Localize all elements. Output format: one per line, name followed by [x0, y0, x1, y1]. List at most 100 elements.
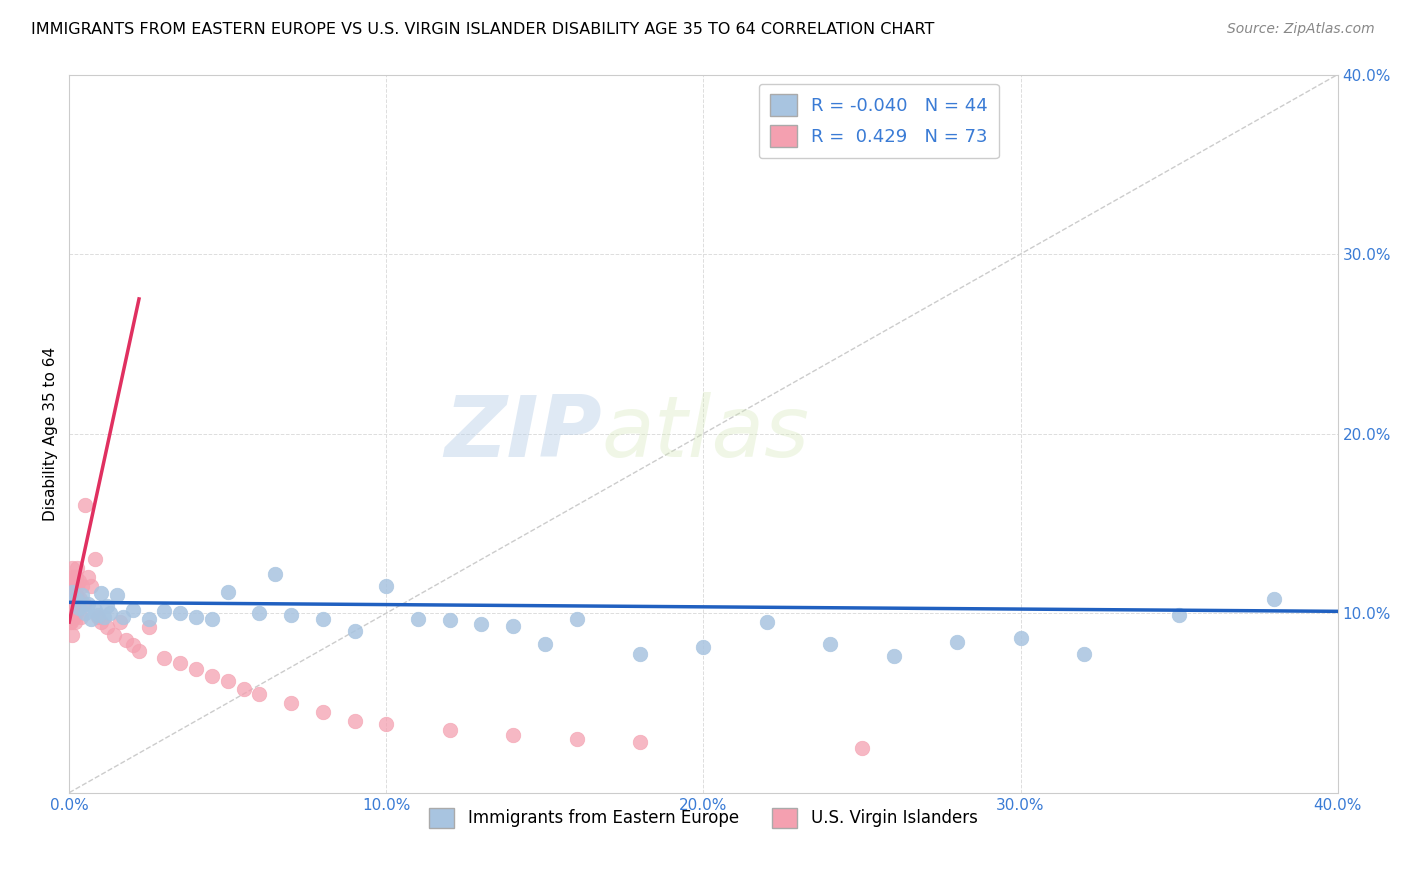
Point	[108, 615, 131, 629]
Point	[59, 588, 82, 602]
Point	[406, 611, 429, 625]
Point	[80, 611, 103, 625]
Point	[375, 717, 398, 731]
Point	[628, 735, 651, 749]
Point	[62, 609, 84, 624]
Point	[70, 579, 93, 593]
Point	[96, 599, 118, 613]
Point	[1073, 648, 1095, 662]
Point	[138, 620, 160, 634]
Point	[62, 591, 84, 606]
Point	[169, 606, 191, 620]
Point	[128, 644, 150, 658]
Y-axis label: Disability Age 35 to 64: Disability Age 35 to 64	[44, 346, 58, 521]
Point	[59, 615, 82, 629]
Point	[851, 740, 873, 755]
Point	[103, 628, 125, 642]
Point	[66, 561, 89, 575]
Point	[75, 499, 97, 513]
Legend: Immigrants from Eastern Europe, U.S. Virgin Islanders: Immigrants from Eastern Europe, U.S. Vir…	[423, 801, 984, 835]
Point	[217, 584, 239, 599]
Point	[59, 579, 82, 593]
Point	[63, 579, 86, 593]
Point	[201, 611, 224, 625]
Text: ZIP: ZIP	[444, 392, 602, 475]
Point	[65, 591, 87, 606]
Point	[63, 591, 86, 606]
Point	[63, 574, 86, 588]
Point	[67, 574, 90, 588]
Point	[59, 597, 82, 611]
Point	[59, 591, 82, 606]
Point	[65, 615, 87, 629]
Point	[1263, 591, 1285, 606]
Point	[77, 597, 100, 611]
Point	[65, 570, 87, 584]
Point	[62, 584, 84, 599]
Point	[232, 681, 254, 696]
Point	[62, 602, 84, 616]
Point	[105, 588, 128, 602]
Point	[60, 597, 83, 611]
Point	[62, 570, 84, 584]
Point	[60, 591, 83, 606]
Point	[565, 731, 588, 746]
Point	[83, 602, 105, 616]
Point	[60, 574, 83, 588]
Point	[628, 648, 651, 662]
Point	[755, 615, 778, 629]
Point	[565, 611, 588, 625]
Text: Source: ZipAtlas.com: Source: ZipAtlas.com	[1227, 22, 1375, 37]
Point	[60, 591, 83, 606]
Point	[115, 633, 138, 648]
Point	[87, 607, 110, 622]
Point	[69, 591, 91, 606]
Point	[169, 657, 191, 671]
Point	[63, 609, 86, 624]
Point	[121, 639, 143, 653]
Point	[375, 579, 398, 593]
Point	[534, 637, 557, 651]
Point	[59, 584, 82, 599]
Point	[184, 609, 207, 624]
Point	[60, 584, 83, 599]
Point	[62, 588, 84, 602]
Point	[65, 579, 87, 593]
Point	[201, 669, 224, 683]
Point	[90, 586, 112, 600]
Point	[692, 640, 714, 655]
Point	[70, 588, 93, 602]
Point	[249, 687, 271, 701]
Point	[343, 714, 366, 728]
Point	[249, 606, 271, 620]
Point	[343, 624, 366, 638]
Point	[60, 628, 83, 642]
Point	[946, 635, 969, 649]
Point	[280, 696, 302, 710]
Point	[820, 637, 842, 651]
Point	[69, 609, 91, 624]
Point	[96, 620, 118, 634]
Point	[67, 600, 90, 615]
Point	[153, 604, 176, 618]
Point	[280, 607, 302, 622]
Point	[59, 606, 82, 620]
Point	[138, 611, 160, 625]
Point	[112, 609, 135, 624]
Point	[312, 611, 335, 625]
Point	[62, 597, 84, 611]
Point	[60, 579, 83, 593]
Point	[1168, 607, 1191, 622]
Point	[60, 609, 83, 624]
Point	[60, 615, 83, 629]
Point	[83, 552, 105, 566]
Point	[90, 615, 112, 629]
Point	[502, 728, 524, 742]
Point	[439, 613, 461, 627]
Point	[312, 705, 335, 719]
Point	[60, 561, 83, 575]
Point	[100, 606, 122, 620]
Point	[72, 597, 94, 611]
Point	[60, 609, 83, 624]
Point	[1010, 632, 1032, 646]
